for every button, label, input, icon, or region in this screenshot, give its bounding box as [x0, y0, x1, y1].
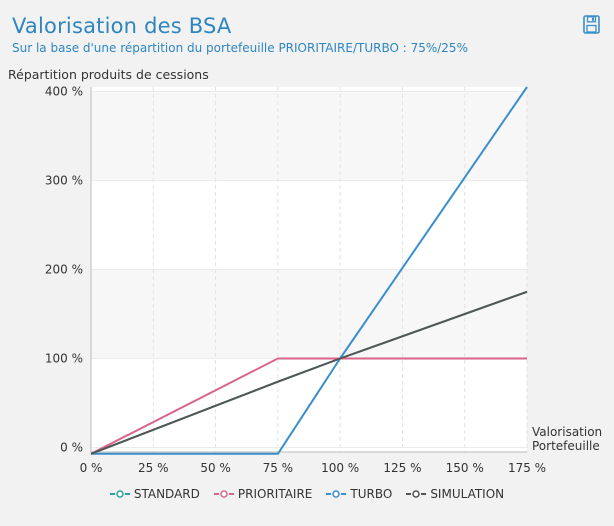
legend-marker-icon	[406, 490, 427, 498]
y-tick-label: 0 %	[60, 441, 83, 455]
x-axis-label: Valorisation	[532, 425, 602, 439]
legend-marker-icon	[109, 490, 130, 498]
legend: STANDARD PRIORITAIRE TURBO SIMULATION	[0, 487, 614, 501]
legend-label: SIMULATION	[430, 487, 505, 501]
y-tick-label: 200 %	[45, 263, 83, 277]
x-tick-label: 50 %	[200, 461, 231, 475]
legend-item-simulation[interactable]: SIMULATION	[406, 487, 504, 501]
legend-label: PRIORITAIRE	[237, 487, 313, 501]
x-tick-label: 100 %	[321, 461, 359, 475]
y-tick-label: 400 %	[45, 84, 83, 98]
x-tick-label: 125 %	[383, 461, 421, 475]
x-tick-label: 0 %	[80, 461, 103, 475]
y-tick-label: 100 %	[45, 352, 83, 366]
floppy-disk-icon	[583, 15, 600, 34]
legend-item-standard[interactable]: STANDARD	[109, 487, 200, 501]
x-tick-label: 175 %	[508, 461, 546, 475]
x-axis-label: Portefeuille	[532, 439, 600, 453]
x-tick-label: 150 %	[446, 461, 484, 475]
y-tick-label: 300 %	[45, 173, 83, 187]
legend-item-prioritaire[interactable]: PRIORITAIRE	[213, 487, 313, 501]
x-tick-label: 25 %	[138, 461, 169, 475]
chart-title: Valorisation des BSA	[12, 14, 232, 38]
legend-item-turbo[interactable]: TURBO	[326, 487, 392, 501]
chart-subtitle: Sur la base d'une répartition du portefe…	[12, 41, 468, 55]
series-line-turbo[interactable]	[91, 86, 528, 455]
y-axis-label: Répartition produits de cessions	[8, 67, 209, 82]
legend-label: TURBO	[350, 487, 393, 501]
x-tick-label: 75 %	[263, 461, 294, 475]
plot-band	[91, 269, 527, 359]
legend-marker-icon	[326, 490, 347, 498]
legend-label: STANDARD	[133, 487, 200, 501]
legend-marker-icon	[213, 490, 234, 498]
series-line-prioritaire[interactable]	[90, 357, 527, 455]
plot-band	[91, 91, 527, 181]
save-button[interactable]	[582, 14, 602, 36]
series-line-simulation[interactable]	[90, 290, 528, 455]
